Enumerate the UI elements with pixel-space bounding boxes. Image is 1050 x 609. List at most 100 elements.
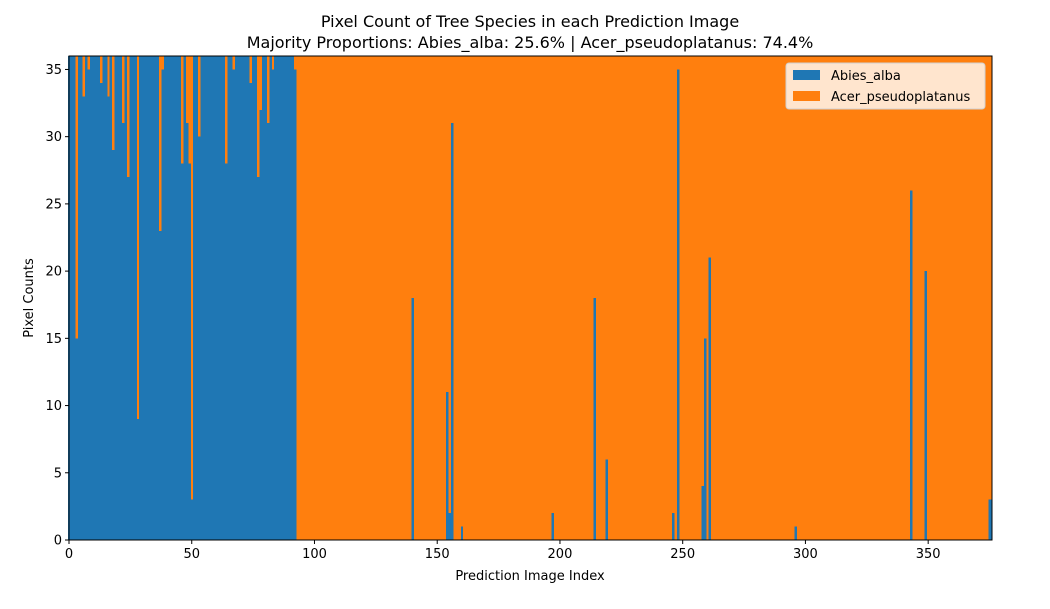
bar-acer-pseudoplatanus-251 bbox=[684, 56, 687, 540]
bar-acer-pseudoplatanus-317 bbox=[846, 56, 849, 540]
bar-acer-pseudoplatanus-143 bbox=[419, 56, 422, 540]
bar-acer-pseudoplatanus-274 bbox=[740, 56, 744, 540]
x-axis-label: Prediction Image Index bbox=[455, 569, 605, 584]
bar-acer-pseudoplatanus-81 bbox=[266, 56, 270, 124]
bar-acer-pseudoplatanus-220 bbox=[608, 56, 611, 540]
bar-acer-pseudoplatanus-121 bbox=[365, 56, 368, 540]
bar-abies-alba-58 bbox=[210, 56, 214, 540]
bar-acer-pseudoplatanus-181 bbox=[512, 56, 516, 540]
bar-abies-alba-30 bbox=[141, 56, 145, 540]
bar-acer-pseudoplatanus-365 bbox=[964, 56, 967, 540]
bar-acer-pseudoplatanus-371 bbox=[978, 56, 982, 540]
bar-acer-pseudoplatanus-354 bbox=[937, 56, 940, 540]
bar-acer-pseudoplatanus-355 bbox=[939, 56, 943, 540]
bar-acer-pseudoplatanus-117 bbox=[355, 56, 359, 540]
bar-abies-alba-28 bbox=[136, 419, 140, 540]
bar-acer-pseudoplatanus-144 bbox=[421, 56, 425, 540]
bar-acer-pseudoplatanus-22 bbox=[122, 56, 125, 124]
bar-acer-pseudoplatanus-323 bbox=[860, 56, 864, 540]
plot-frame bbox=[68, 55, 993, 541]
x-tick-label-300: 300 bbox=[793, 547, 818, 562]
bar-abies-alba-51 bbox=[193, 56, 197, 540]
bar-abies-alba-16 bbox=[107, 96, 111, 540]
bar-acer-pseudoplatanus-173 bbox=[492, 56, 496, 540]
bar-acer-pseudoplatanus-242 bbox=[662, 56, 665, 540]
bar-acer-pseudoplatanus-187 bbox=[527, 56, 530, 540]
bar-acer-pseudoplatanus-179 bbox=[507, 56, 511, 540]
x-tick-label-200: 200 bbox=[548, 547, 573, 562]
bar-acer-pseudoplatanus-358 bbox=[946, 56, 950, 540]
bar-acer-pseudoplatanus-212 bbox=[588, 56, 592, 540]
bar-acer-pseudoplatanus-169 bbox=[482, 56, 486, 540]
bar-acer-pseudoplatanus-239 bbox=[654, 56, 658, 540]
bar-acer-pseudoplatanus-267 bbox=[723, 56, 727, 540]
bar-acer-pseudoplatanus-93 bbox=[296, 56, 300, 540]
bar-acer-pseudoplatanus-189 bbox=[531, 56, 535, 540]
bar-acer-pseudoplatanus-186 bbox=[524, 56, 528, 540]
bar-abies-alba-22 bbox=[122, 123, 125, 540]
bar-abies-alba-33 bbox=[149, 56, 152, 540]
bar-abies-alba-18 bbox=[112, 150, 116, 540]
bar-acer-pseudoplatanus-138 bbox=[406, 56, 410, 540]
y-tick-label-10: 10 bbox=[45, 399, 62, 414]
bar-abies-alba-46 bbox=[180, 163, 184, 541]
legend: Abies_alba Acer_pseudoplatanus bbox=[785, 62, 986, 110]
bar-abies-alba-155 bbox=[448, 513, 452, 540]
bar-abies-alba-72 bbox=[244, 56, 248, 540]
bar-acer-pseudoplatanus-154 bbox=[446, 56, 449, 393]
bar-acer-pseudoplatanus-286 bbox=[770, 56, 773, 540]
bar-abies-alba-85 bbox=[276, 56, 280, 540]
bar-acer-pseudoplatanus-74 bbox=[249, 56, 253, 83]
bar-abies-alba-87 bbox=[281, 56, 285, 540]
bar-acer-pseudoplatanus-83 bbox=[271, 56, 275, 70]
bar-acer-pseudoplatanus-222 bbox=[612, 56, 616, 540]
bar-acer-pseudoplatanus-334 bbox=[887, 56, 891, 540]
bar-acer-pseudoplatanus-194 bbox=[544, 56, 548, 540]
bar-acer-pseudoplatanus-101 bbox=[315, 56, 319, 540]
bar-acer-pseudoplatanus-124 bbox=[372, 56, 376, 540]
bar-acer-pseudoplatanus-215 bbox=[595, 56, 599, 540]
bar-abies-alba-25 bbox=[129, 56, 133, 540]
bar-acer-pseudoplatanus-37 bbox=[158, 56, 162, 231]
bar-abies-alba-66 bbox=[230, 56, 233, 540]
bar-acer-pseudoplatanus-102 bbox=[318, 56, 322, 540]
bar-acer-pseudoplatanus-332 bbox=[883, 56, 886, 540]
bar-acer-pseudoplatanus-217 bbox=[600, 56, 604, 540]
bar-abies-alba-86 bbox=[279, 56, 282, 540]
bar-acer-pseudoplatanus-128 bbox=[382, 56, 386, 540]
bar-abies-alba-52 bbox=[195, 56, 199, 540]
y-tick-label-25: 25 bbox=[45, 197, 62, 212]
bar-acer-pseudoplatanus-288 bbox=[774, 56, 778, 540]
bar-acer-pseudoplatanus-199 bbox=[556, 56, 560, 540]
x-tick-label-250: 250 bbox=[670, 547, 695, 562]
bar-abies-alba-57 bbox=[207, 56, 211, 540]
bar-abies-alba-61 bbox=[217, 56, 221, 540]
bar-acer-pseudoplatanus-294 bbox=[789, 56, 793, 540]
bar-acer-pseudoplatanus-281 bbox=[757, 56, 761, 540]
bar-abies-alba-48 bbox=[185, 123, 189, 540]
bar-abies-alba-6 bbox=[82, 96, 86, 540]
bar-acer-pseudoplatanus-278 bbox=[750, 56, 754, 540]
bar-acer-pseudoplatanus-106 bbox=[328, 56, 332, 540]
bar-acer-pseudoplatanus-218 bbox=[603, 56, 606, 540]
bar-acer-pseudoplatanus-307 bbox=[821, 56, 825, 540]
bar-acer-pseudoplatanus-248 bbox=[676, 56, 680, 70]
bar-acer-pseudoplatanus-265 bbox=[718, 56, 722, 540]
bar-acer-pseudoplatanus-183 bbox=[517, 56, 521, 540]
bar-acer-pseudoplatanus-94 bbox=[298, 56, 302, 540]
bar-acer-pseudoplatanus-331 bbox=[880, 56, 884, 540]
bar-acer-pseudoplatanus-100 bbox=[313, 56, 317, 540]
bar-acer-pseudoplatanus-322 bbox=[858, 56, 862, 540]
bar-acer-pseudoplatanus-92 bbox=[293, 56, 297, 70]
bar-abies-alba-63 bbox=[222, 56, 226, 540]
bar-acer-pseudoplatanus-245 bbox=[669, 56, 673, 540]
bar-acer-pseudoplatanus-224 bbox=[617, 56, 621, 540]
bar-abies-alba-59 bbox=[212, 56, 216, 540]
bar-abies-alba-24 bbox=[126, 177, 130, 540]
bar-acer-pseudoplatanus-210 bbox=[583, 56, 587, 540]
bar-acer-pseudoplatanus-172 bbox=[490, 56, 494, 540]
bar-abies-alba-20 bbox=[117, 56, 120, 540]
bar-acer-pseudoplatanus-366 bbox=[966, 56, 970, 540]
bar-acer-pseudoplatanus-285 bbox=[767, 56, 771, 540]
legend-swatch-abies-alba bbox=[793, 70, 820, 80]
